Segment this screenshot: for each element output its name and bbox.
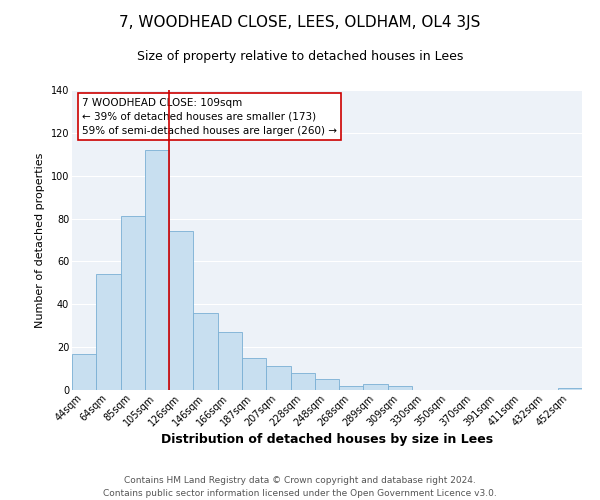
Bar — [315, 380, 339, 390]
Bar — [96, 274, 121, 390]
Bar — [242, 358, 266, 390]
X-axis label: Distribution of detached houses by size in Lees: Distribution of detached houses by size … — [161, 433, 493, 446]
Text: 7, WOODHEAD CLOSE, LEES, OLDHAM, OL4 3JS: 7, WOODHEAD CLOSE, LEES, OLDHAM, OL4 3JS — [119, 15, 481, 30]
Bar — [290, 373, 315, 390]
Y-axis label: Number of detached properties: Number of detached properties — [35, 152, 45, 328]
Bar — [218, 332, 242, 390]
Bar — [145, 150, 169, 390]
Bar — [388, 386, 412, 390]
Bar — [193, 313, 218, 390]
Text: Size of property relative to detached houses in Lees: Size of property relative to detached ho… — [137, 50, 463, 63]
Text: Contains HM Land Registry data © Crown copyright and database right 2024.
Contai: Contains HM Land Registry data © Crown c… — [103, 476, 497, 498]
Bar — [558, 388, 582, 390]
Bar — [169, 232, 193, 390]
Bar — [266, 366, 290, 390]
Bar — [364, 384, 388, 390]
Bar — [339, 386, 364, 390]
Bar — [72, 354, 96, 390]
Text: 7 WOODHEAD CLOSE: 109sqm
← 39% of detached houses are smaller (173)
59% of semi-: 7 WOODHEAD CLOSE: 109sqm ← 39% of detach… — [82, 98, 337, 136]
Bar — [121, 216, 145, 390]
